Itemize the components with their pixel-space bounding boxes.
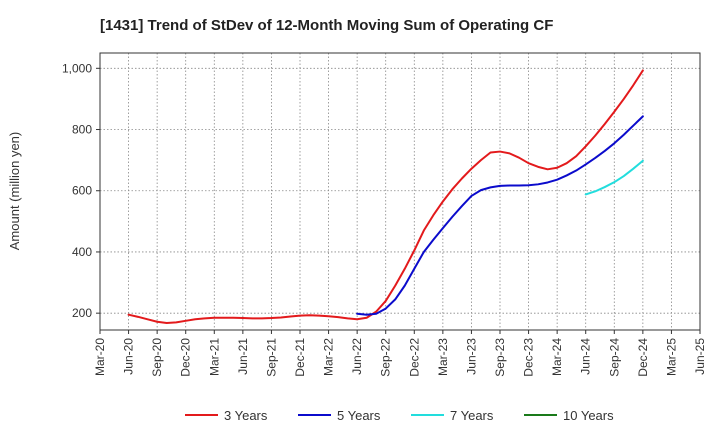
x-tick-label: Dec-20 bbox=[179, 338, 193, 377]
x-tick-label: Sep-24 bbox=[607, 338, 621, 377]
y-tick-label: 400 bbox=[72, 245, 92, 259]
x-tick-label: Jun-23 bbox=[464, 338, 478, 375]
series-line-7-years bbox=[584, 159, 644, 196]
y-tick-label: 800 bbox=[72, 123, 92, 137]
chart-title: [1431] Trend of StDev of 12-Month Moving… bbox=[100, 17, 553, 34]
x-tick-label: Mar-24 bbox=[550, 338, 564, 376]
legend: 3 Years 5 Years 7 Years 10 Years bbox=[185, 408, 614, 423]
x-tick-label: Dec-22 bbox=[407, 338, 421, 377]
x-tick-label: Sep-23 bbox=[493, 338, 507, 377]
x-tick-label: Mar-20 bbox=[93, 338, 107, 376]
x-tick-label: Mar-23 bbox=[436, 338, 450, 376]
gridlines bbox=[99, 53, 701, 330]
legend-label-7-years: 7 Years bbox=[450, 408, 494, 423]
x-axis-ticks: Mar-20 Jun-20 Sep-20 Dec-20 Mar-21 Jun-21 Sep-… bbox=[93, 330, 707, 377]
plot-area bbox=[100, 53, 700, 330]
x-tick-label: Jun-22 bbox=[350, 338, 364, 375]
series-line-5-years bbox=[356, 115, 644, 316]
series-lines bbox=[127, 69, 644, 324]
x-tick-label: Dec-24 bbox=[636, 338, 650, 377]
y-tick-label: 200 bbox=[72, 306, 92, 320]
x-tick-label: Sep-22 bbox=[379, 338, 393, 377]
y-axis-ticks: 200 400 600 800 1,000 bbox=[62, 61, 100, 320]
x-tick-label: Sep-20 bbox=[150, 338, 164, 377]
y-tick-label: 1,000 bbox=[62, 61, 92, 75]
legend-label-10-years: 10 Years bbox=[563, 408, 614, 423]
x-tick-label: Jun-21 bbox=[236, 338, 250, 375]
plot-frame bbox=[99, 52, 701, 331]
legend-label-3-years: 3 Years bbox=[224, 408, 268, 423]
x-tick-label: Dec-23 bbox=[522, 338, 536, 377]
x-tick-label: Mar-22 bbox=[322, 338, 336, 376]
x-tick-label: Mar-21 bbox=[207, 338, 221, 376]
x-tick-label: Jun-24 bbox=[579, 338, 593, 375]
y-axis-label: Amount (million yen) bbox=[7, 132, 22, 251]
y-tick-label: 600 bbox=[72, 184, 92, 198]
legend-label-5-years: 5 Years bbox=[337, 408, 381, 423]
x-tick-label: Jun-20 bbox=[122, 338, 136, 375]
x-tick-label: Sep-21 bbox=[264, 338, 278, 377]
x-tick-label: Mar-25 bbox=[664, 338, 678, 376]
x-tick-label: Jun-25 bbox=[693, 338, 707, 375]
series-line-3-years bbox=[127, 69, 644, 324]
x-tick-label: Dec-21 bbox=[293, 338, 307, 377]
